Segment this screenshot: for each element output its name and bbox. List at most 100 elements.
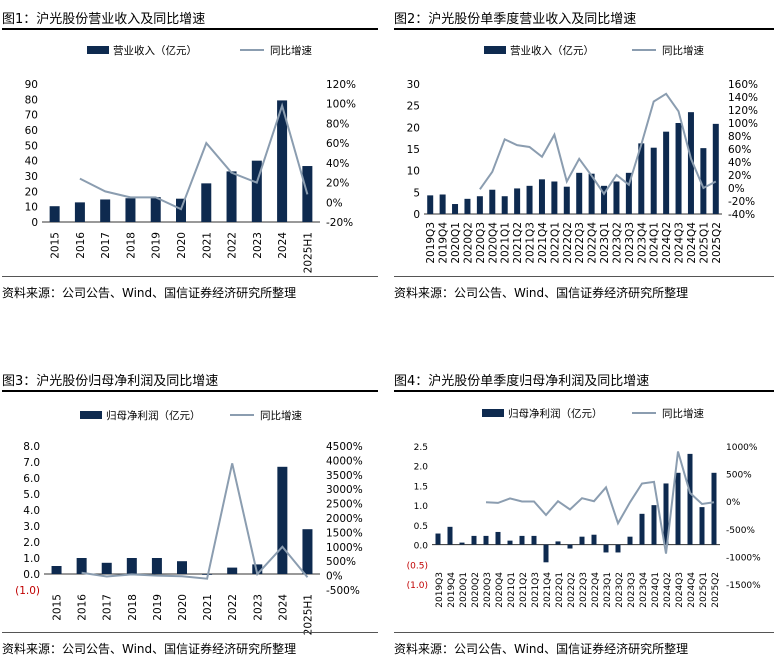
chart-plot: 归母净利润（亿元） 同比增速 (1.0) (0.5) 0.0 0.5 1.0 1.5 2.0 2.…	[407, 407, 761, 608]
category-label: 2019	[152, 594, 164, 621]
category-label: 2022Q3	[579, 572, 589, 608]
category-label: 2025Q2	[711, 572, 721, 608]
left-axis-tick-label: 15	[407, 144, 420, 156]
left-axis-tick-label: 2.5	[414, 443, 428, 453]
right-axis-tick-label: 60%	[728, 144, 751, 156]
bar-2024Q4	[687, 453, 693, 545]
category-label: 2021	[201, 232, 213, 259]
bar-2022	[226, 171, 237, 222]
category-label: 2024	[277, 594, 289, 621]
legend-line-label: 同比增速	[270, 44, 312, 57]
chart-title: 图3：沪光股份归母净利润及同比增速	[2, 374, 219, 389]
left-axis-tick-label: 0.5	[414, 522, 428, 532]
category-label: 2020Q2	[471, 572, 481, 608]
bar-2024Q1	[650, 147, 657, 214]
left-axis-tick-label: 70	[25, 110, 38, 122]
source-note: 资料来源：公司公告、Wind、国信证券经济研究所整理	[2, 286, 297, 300]
chart-panel-1: 图1：沪光股份营业收入及同比增速 营业收入（亿元） 同比增速 0 10 20 30 40 50…	[2, 8, 380, 308]
category-label: 2025H1	[302, 232, 314, 273]
growth-line	[479, 92, 717, 196]
left-axis-tick-label: 0.0	[414, 542, 429, 552]
category-label: 2023Q1	[599, 222, 611, 264]
bar-2020Q2	[464, 198, 471, 214]
chart-panel-4: 图4：沪光股份单季度归母净利润及同比增速 归母净利润（亿元） 同比增速 (1.0) (…	[394, 370, 776, 660]
category-label: 2021Q2	[512, 222, 524, 264]
legend-bar-label: 归母净利润（亿元）	[106, 409, 201, 422]
category-label: 2024Q2	[661, 222, 673, 264]
category-label: 2020Q1	[459, 572, 469, 608]
bar-2022Q1	[555, 541, 561, 545]
bar-2018	[125, 198, 136, 222]
left-axis-tick-label: 1.0	[414, 502, 429, 512]
category-label: 2023Q2	[611, 222, 623, 264]
bar-2025Q2	[711, 472, 717, 545]
legend-bar-swatch	[482, 409, 504, 417]
left-axis-tick-label: 7.0	[23, 457, 40, 469]
title-rule	[394, 28, 774, 30]
growth-line	[81, 463, 309, 580]
title-rule	[2, 28, 378, 30]
category-label: 2024Q4	[686, 222, 698, 264]
right-axis-tick-label: 1500%	[326, 527, 363, 539]
right-axis-tick-label: 500%	[726, 471, 752, 481]
right-axis-tick-label: 160%	[728, 79, 758, 91]
category-label: 2019Q4	[438, 222, 450, 264]
bar-2023Q1	[603, 544, 609, 553]
right-axis-tick-label: -40%	[728, 209, 755, 221]
left-axis-tick-label: 10	[25, 202, 38, 214]
category-label: 2020Q2	[462, 222, 474, 264]
bar-2018	[126, 558, 137, 574]
left-axis-tick-label: 0	[413, 209, 420, 221]
right-axis-tick-label: 100%	[326, 99, 356, 111]
right-axis-tick-label: 1000%	[326, 542, 363, 554]
bar-2019	[150, 197, 161, 222]
legend-bar-swatch	[484, 46, 506, 54]
category-label: 2017	[100, 232, 112, 259]
right-axis-tick-label: 2000%	[326, 513, 363, 525]
left-axis-tick-label: 80	[25, 94, 38, 106]
bar-2021	[201, 183, 212, 222]
bar-2022Q3	[576, 172, 583, 214]
chart-title: 图2：沪光股份单季度营业收入及同比增速	[394, 12, 637, 27]
right-axis-tick-label: 60%	[326, 138, 349, 150]
category-label: 2022	[227, 232, 239, 259]
bar-2023	[251, 160, 262, 222]
bar-2022Q2	[567, 544, 573, 549]
legend-line-label: 同比增速	[260, 409, 302, 422]
title-rule	[2, 390, 378, 392]
category-label: 2025Q2	[711, 222, 723, 264]
bar-2019Q4	[447, 526, 453, 545]
right-axis-tick-label: 500%	[326, 556, 356, 568]
category-label: 2022	[227, 594, 239, 621]
right-axis-tick-label: 2500%	[326, 499, 363, 511]
legend-bar-label: 营业收入（亿元）	[510, 44, 594, 57]
category-label: 2024Q4	[687, 572, 697, 608]
right-axis-tick-label: -20%	[728, 196, 755, 208]
category-label: 2023	[252, 594, 264, 621]
source-rule	[394, 632, 774, 633]
right-axis-tick-label: 40%	[728, 157, 751, 169]
bar-2020	[176, 198, 186, 222]
category-label: 2023Q2	[615, 572, 625, 608]
bar-2025Q1	[699, 507, 705, 545]
left-axis-tick-label: 5.0	[23, 489, 40, 501]
bar-2020Q1	[459, 542, 465, 545]
left-axis-tick-label: 10	[407, 166, 420, 178]
category-label: 2015	[50, 232, 62, 259]
chart-panel-2: 图2：沪光股份单季度营业收入及同比增速 营业收入（亿元） 同比增速 0 5 10 15 20…	[394, 8, 776, 308]
right-axis-tick-label: -1000%	[726, 553, 761, 563]
chart-plot: 归母净利润（亿元） 同比增速 (1.0) 0.0 1.0 2.0 3.0 4.0 5.0 6.0 7…	[15, 409, 363, 635]
category-label: 2020Q3	[475, 222, 487, 264]
category-label: 2022Q2	[567, 572, 577, 608]
category-label: 2024Q2	[663, 572, 673, 608]
category-label: 2021Q3	[525, 222, 537, 264]
left-axis-tick-label: 60	[25, 125, 38, 137]
bar-2021Q4	[543, 544, 549, 563]
bar-2024Q2	[663, 131, 670, 214]
category-label: 2021Q4	[537, 222, 549, 264]
category-label: 2021Q4	[543, 572, 553, 608]
category-label: 2021Q3	[531, 572, 541, 608]
category-label: 2020Q1	[450, 222, 462, 264]
left-axis-tick-label: 1.5	[414, 482, 428, 492]
legend-bar-label: 归母净利润（亿元）	[508, 407, 603, 420]
